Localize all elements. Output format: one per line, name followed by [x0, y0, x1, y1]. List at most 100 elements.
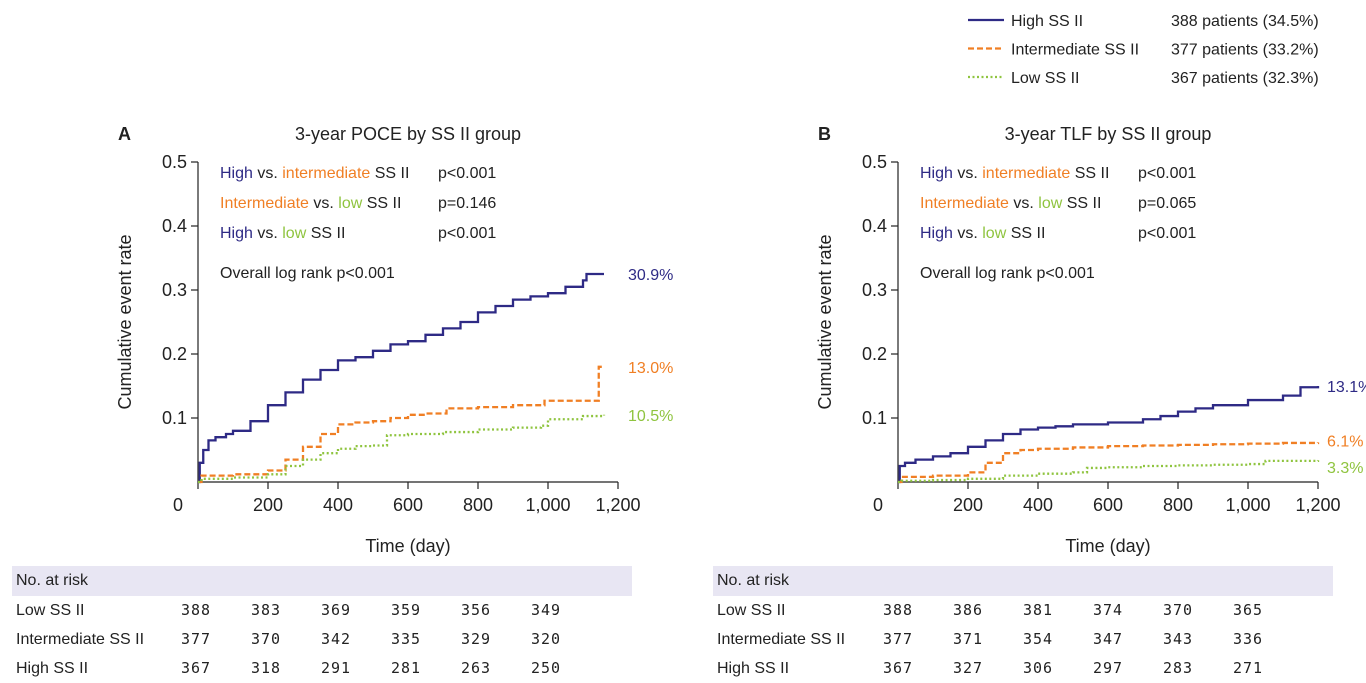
risk-row-low: Low SS II 388 383 369 359 356 349 [12, 596, 632, 625]
comparison-part: High [920, 165, 953, 182]
overall-log-rank-label: Overall log rank p<0.001 [220, 265, 395, 282]
y-tick-label: 0.4 [162, 216, 187, 236]
y-tick-label: 0.4 [862, 216, 887, 236]
chart-title: 3-year TLF by SS II group [1005, 124, 1212, 144]
risk-cell: 388 [882, 601, 914, 619]
y-tick-label: 0.1 [162, 408, 187, 428]
risk-cell: 318 [250, 659, 282, 677]
risk-cell: 365 [1232, 601, 1264, 619]
risk-cell: 283 [1162, 659, 1194, 677]
risk-cell: 336 [1232, 630, 1264, 648]
risk-cell: 297 [1092, 659, 1124, 677]
panel-letter: B [818, 124, 831, 144]
series-line-high [198, 272, 604, 484]
risk-cell: 377 [882, 630, 914, 648]
risk-table-a: No. at risk Low SS II 388 383 369 359 35… [12, 566, 632, 683]
risk-row-label: Low SS II [16, 602, 85, 619]
x-tick-label: 400 [1023, 495, 1053, 515]
legend-patients-label: 377 patients (33.2%) [1171, 42, 1319, 59]
y-tick-label: 0.2 [162, 344, 187, 364]
x-tick-label: 1,200 [595, 495, 640, 515]
p-value-label: p=0.065 [1138, 195, 1196, 212]
risk-cell: 377 [180, 630, 212, 648]
x-tick-label: 600 [393, 495, 423, 515]
comparison-part: intermediate [282, 165, 370, 182]
y-axis-label: Cumulative event rate [815, 234, 835, 409]
series-end-label: 10.5% [628, 408, 673, 425]
y-axis-label: Cumulative event rate [115, 234, 135, 409]
risk-cell: 291 [320, 659, 352, 677]
comparison-part: High [220, 225, 253, 242]
comparison-part: vs. [253, 165, 282, 182]
y-tick-label: 0.1 [862, 408, 887, 428]
comparison-label: Intermediate vs. low SS II [220, 195, 401, 212]
chart-panel-a: A 3-year POCE by SS II group 0.1 0.2 0.3 0.4 0… [115, 124, 673, 556]
comparison-part: intermediate [982, 165, 1070, 182]
risk-cell: 342 [320, 630, 352, 648]
comparison-part: vs. [953, 165, 982, 182]
series-line-high [898, 386, 1320, 484]
y-tick-label: 0.3 [162, 280, 187, 300]
x-tick-label: 600 [1093, 495, 1123, 515]
risk-cell: 327 [952, 659, 984, 677]
risk-row-label: High SS II [717, 660, 790, 677]
risk-cell: 381 [1022, 601, 1054, 619]
series-line-intermediate [198, 365, 604, 484]
risk-cell: 369 [320, 601, 352, 619]
risk-row-intermediate: Intermediate SS II 377 371 354 347 343 3… [713, 625, 1333, 654]
x-tick-label: 400 [323, 495, 353, 515]
x-tick-label: 1,000 [1225, 495, 1270, 515]
y-tick-label: 0.5 [862, 152, 887, 172]
risk-cell: 271 [1232, 659, 1264, 677]
x-tick-label: 800 [463, 495, 493, 515]
x-tick-label: 1,200 [1295, 495, 1340, 515]
comparison-part: High [920, 225, 953, 242]
legend: High SS II 388 patients (34.5%) Intermedia… [968, 13, 1319, 87]
risk-cell: 306 [1022, 659, 1054, 677]
x-tick-label: 200 [953, 495, 983, 515]
risk-cell: 370 [250, 630, 282, 648]
p-value-label: p<0.001 [1138, 225, 1196, 242]
series-end-label: 13.0% [628, 360, 673, 377]
risk-cell: 359 [390, 601, 422, 619]
comparison-part: SS II [362, 195, 401, 212]
comparison-part: low [1038, 195, 1062, 212]
chart-title: 3-year POCE by SS II group [295, 124, 521, 144]
comparison-part: SS II [306, 225, 345, 242]
risk-cell: 386 [952, 601, 984, 619]
risk-cell: 335 [390, 630, 422, 648]
risk-row-low: Low SS II 388 386 381 374 370 365 [713, 596, 1333, 625]
comparison-label: High vs. low SS II [220, 225, 345, 242]
risk-cell: 374 [1092, 601, 1124, 619]
comparison-part: vs. [953, 225, 982, 242]
comparison-part: low [338, 195, 362, 212]
x-tick-label: 0 [873, 495, 883, 515]
x-tick-label: 1,000 [525, 495, 570, 515]
p-value-label: p=0.146 [438, 195, 496, 212]
risk-cell: 367 [882, 659, 914, 677]
comparison-part: SS II [370, 165, 409, 182]
x-tick-label: 0 [173, 495, 183, 515]
legend-series-label: Low SS II [1011, 70, 1079, 87]
comparison-part: vs. [253, 225, 282, 242]
risk-row-label: Low SS II [717, 602, 786, 619]
series-line-low [198, 414, 606, 484]
comparison-part: vs. [1009, 195, 1038, 212]
p-value-label: p<0.001 [438, 225, 496, 242]
comparison-part: SS II [1062, 195, 1101, 212]
risk-row-label: Intermediate SS II [16, 631, 145, 648]
risk-table-b: No. at risk Low SS II 388 386 381 374 37… [713, 566, 1333, 683]
risk-row-high: High SS II 367 318 291 281 263 250 [12, 654, 632, 683]
series-line-intermediate [898, 441, 1320, 484]
comparison-part: High [220, 165, 253, 182]
panel-letter: A [118, 124, 131, 144]
risk-row-label: Intermediate SS II [717, 631, 846, 648]
comparison-label: High vs. intermediate SS II [220, 165, 409, 182]
series-end-label: 30.9% [628, 267, 673, 284]
risk-cell: 356 [460, 601, 492, 619]
risk-cell: 281 [390, 659, 422, 677]
y-tick-label: 0.2 [862, 344, 887, 364]
comparison-part: SS II [1006, 225, 1045, 242]
x-tick-label: 200 [253, 495, 283, 515]
legend-series-label: High SS II [1011, 13, 1083, 30]
